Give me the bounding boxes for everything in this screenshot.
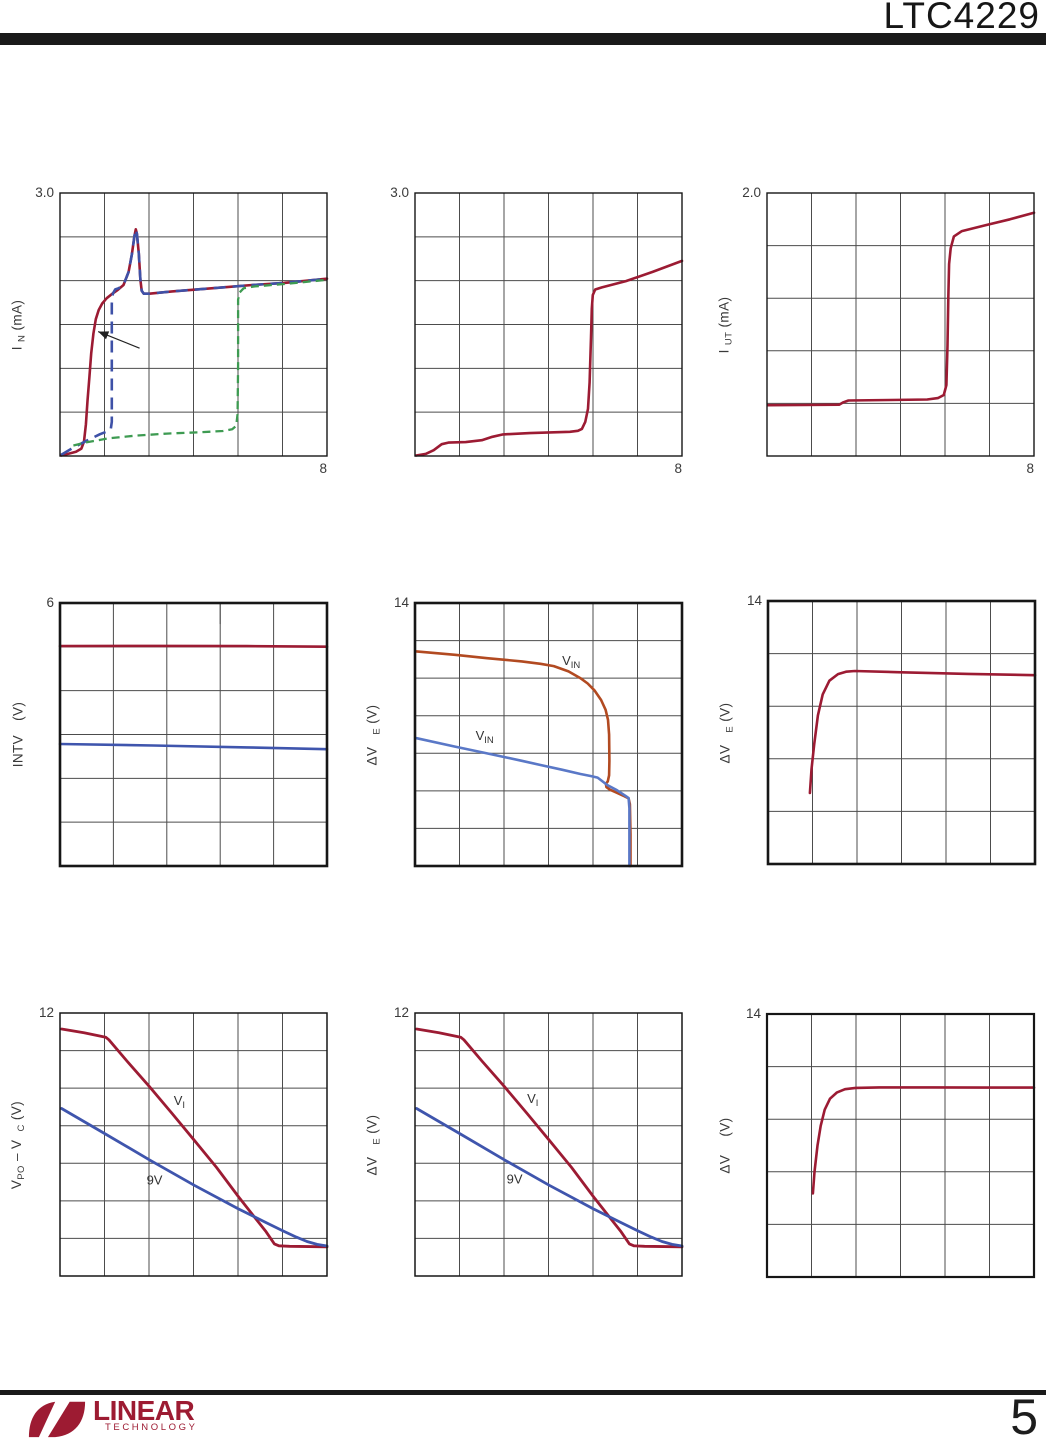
curve-label: VI xyxy=(173,1092,185,1111)
y-axis-label-column: INTV(V) xyxy=(7,603,29,866)
y-axis-label-column: ΔVE (V) xyxy=(362,1013,384,1276)
x-axis-right-tick: 8 xyxy=(1026,461,1034,476)
chart-input-current-top-left: 3.0 8 I N (mA) xyxy=(9,185,329,476)
series-upper-red-flat xyxy=(58,644,329,649)
chart-vcpo-vcc-bottom-left: 12 VPO – VC (V) VI 9V xyxy=(9,1005,329,1277)
logo-brand-text: LINEAR xyxy=(93,1395,195,1426)
y-axis-label: INTV(V) xyxy=(10,701,26,768)
plot-area xyxy=(59,192,329,457)
y-axis-top-tick: 2.0 xyxy=(742,185,761,200)
series-nine-volt-blue xyxy=(415,1107,684,1248)
curve-label: 9V xyxy=(146,1172,163,1188)
y-axis-top-tick: 3.0 xyxy=(35,185,54,200)
y-axis-top-tick: 14 xyxy=(746,593,762,608)
annotation-arrowhead xyxy=(98,331,110,340)
chart-intvcc-middle-left: 6 INTV(V) xyxy=(11,595,329,868)
plot-area xyxy=(414,1012,684,1277)
y-axis-label: I UT (mA) xyxy=(716,296,734,353)
y-axis-top-tick: 14 xyxy=(745,1006,761,1021)
series-lower-blue-flat xyxy=(58,742,329,751)
series-dashed-green xyxy=(73,278,328,447)
curve-label: 9V xyxy=(506,1171,523,1187)
y-axis-label: ΔVE (V) xyxy=(364,704,382,765)
y-axis-top-tick: 3.0 xyxy=(390,185,409,200)
footer-rule xyxy=(0,1390,1046,1395)
chart-gate-voltage-middle: 14 ΔVE (V) VIN VIN xyxy=(364,595,684,868)
chart-gate-voltage-middle-right: 14 ΔVE (V) xyxy=(717,593,1037,866)
series-solid-red xyxy=(59,227,329,457)
series-vin-red xyxy=(415,1027,684,1249)
curve-label: VI xyxy=(527,1091,539,1110)
series-vin-low-blue xyxy=(415,736,631,868)
y-axis-top-tick: 12 xyxy=(393,1005,409,1020)
y-axis-top-tick: 12 xyxy=(38,1005,54,1020)
lt-logo-mark xyxy=(28,1401,86,1438)
series-solid-red xyxy=(414,259,684,457)
series-vin-red xyxy=(60,1027,329,1249)
chart-output-current-top-right: 2.0 8 I UT (mA) xyxy=(716,185,1036,476)
chart-gate-voltage-bottom-right: 14 ΔV (V) xyxy=(718,1006,1036,1279)
x-axis-right-tick: 8 xyxy=(674,461,682,476)
series-vin-high-rust xyxy=(415,650,632,868)
y-axis-label-column: I N (mA) xyxy=(7,193,29,456)
y-axis-top-tick: 14 xyxy=(393,595,409,610)
y-axis-label: I N (mA) xyxy=(9,299,28,350)
y-axis-label-column: I UT (mA) xyxy=(714,193,736,456)
y-axis-label: VPO – VC (V) xyxy=(9,1100,27,1189)
logo-brand: LINEAR TECHNOLOGY xyxy=(93,1397,198,1433)
plot-area xyxy=(765,1012,1036,1279)
plot-area xyxy=(766,599,1037,866)
series-dashed-blue xyxy=(60,227,328,457)
y-axis-label-column: ΔVE (V) xyxy=(715,601,737,864)
y-axis-top-tick: 6 xyxy=(46,595,54,610)
logo-sub-text: TECHNOLOGY xyxy=(105,1422,198,1433)
chart-gate-voltage-bottom-middle: 12 ΔVE (V) VI 9V xyxy=(364,1005,684,1277)
plot-area xyxy=(413,601,684,868)
x-axis-right-tick: 8 xyxy=(319,461,327,476)
y-axis-label-column: ΔV (V) xyxy=(714,1014,736,1277)
series-nine-volt-blue xyxy=(60,1107,329,1248)
plot-area xyxy=(766,192,1036,457)
curve-label: VIN xyxy=(562,653,581,672)
series-solid-red xyxy=(811,1086,1036,1195)
linear-technology-logo: LINEAR TECHNOLOGY xyxy=(28,1397,198,1439)
y-axis-label: ΔV (V) xyxy=(717,1117,733,1174)
y-axis-label-column: VPO – VC (V) xyxy=(7,1013,29,1276)
series-solid-red xyxy=(808,669,1037,795)
y-axis-label-column: ΔVE (V) xyxy=(362,603,384,866)
curve-label: VIN xyxy=(475,727,494,746)
plot-area xyxy=(414,192,684,457)
series-solid-red xyxy=(766,211,1036,407)
header-rule xyxy=(0,33,1046,45)
plot-area xyxy=(59,1012,329,1277)
y-axis-label: ΔVE (V) xyxy=(364,1114,382,1175)
y-axis-label: ΔVE (V) xyxy=(717,702,735,763)
plot-area xyxy=(58,601,329,868)
page-number: 5 xyxy=(1010,1389,1038,1445)
part-number-title: LTC4229 xyxy=(883,0,1040,36)
chart-input-current-top-middle: 3.0 8 xyxy=(390,185,684,476)
